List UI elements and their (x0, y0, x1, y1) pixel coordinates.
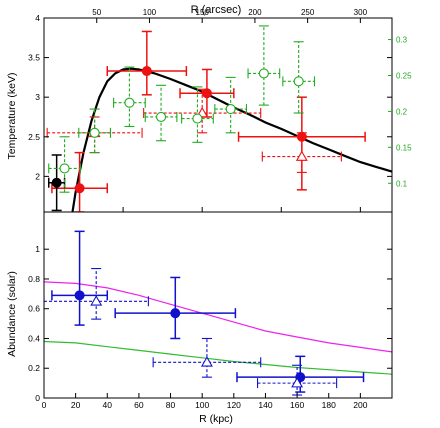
open-circle-marker (89, 127, 100, 138)
black-data-point (47, 154, 66, 212)
abundance-ytick-label: 0.4 (28, 333, 40, 343)
green-dashed-data-point (181, 86, 214, 143)
open-circle-marker (258, 68, 269, 79)
abundance-xtick-label: 40 (103, 400, 113, 410)
abundance-axis-title: Abundance (solar) (6, 271, 18, 357)
abundance-ytick-label: 0 (35, 393, 40, 403)
red-dashed-data-point (143, 88, 262, 134)
temperature-frame (43, 17, 393, 213)
open-circle-marker (124, 97, 135, 108)
blue-dashed-data-point (256, 364, 338, 396)
temperature-ytick-label: 2.5 (28, 132, 40, 142)
green-dashed-data-point (48, 136, 81, 193)
filled-circle-marker (141, 66, 152, 77)
red-solid-data-point (237, 96, 366, 191)
abundance-xtick-label: 180 (322, 400, 336, 410)
bottom-axis-title: R (kpc) (199, 413, 233, 425)
top-axis-title: R (arcsec) (191, 4, 242, 16)
abundance-xtick-label: 160 (290, 400, 304, 410)
open-triangle-marker (295, 150, 308, 161)
red-dashed-data-point (261, 132, 342, 173)
abundance-model-curve (44, 340, 392, 375)
abundance-plot-area (44, 230, 392, 396)
abundance-xtick-label: 200 (353, 400, 367, 410)
abundance-xtick-label: 120 (227, 400, 241, 410)
top-axis-tick-label: 200 (248, 8, 262, 17)
abundance-xtick-label: 0 (42, 400, 47, 410)
blue-solid-data-point (236, 355, 365, 393)
abundance-ytick-label: 0.8 (28, 274, 40, 284)
filled-circle-marker (51, 177, 62, 188)
abundance-ytick-label: 0.6 (28, 304, 40, 314)
abundance-xtick-label: 60 (134, 400, 144, 410)
top-axis-tick-label: 100 (143, 8, 157, 17)
open-circle-marker (293, 76, 304, 87)
open-circle-marker (192, 113, 203, 124)
filled-circle-marker (201, 88, 212, 99)
filled-circle-marker (74, 290, 85, 301)
abundance-xtick-label: 100 (195, 400, 209, 410)
red-solid-data-point (106, 30, 188, 96)
blue-dashed-data-point (44, 267, 149, 320)
top-axis-tick-label: 250 (301, 8, 315, 17)
red-solid-data-point (51, 151, 109, 212)
filled-circle-marker (170, 308, 181, 319)
open-circle-marker (225, 104, 236, 115)
abundance-ytick-label: 0.2 (28, 363, 40, 373)
model-curve (71, 67, 392, 212)
top-axis-tick-label: 50 (92, 8, 101, 17)
abundance-model-curve (44, 281, 392, 353)
blue-solid-data-point (51, 230, 109, 326)
right-axis-tick-label: 0.15 (396, 143, 412, 152)
right-axis-tick-label: 0.3 (396, 36, 408, 45)
right-axis-tick-label: 0.25 (396, 71, 412, 80)
open-circle-marker (156, 111, 167, 123)
abundance-ytick-label: 1 (35, 244, 40, 254)
right-axis-tick-label: 0.2 (396, 107, 408, 116)
abundance-xtick-label: 20 (71, 400, 81, 410)
temperature-plot-area (46, 25, 392, 212)
open-triangle-marker (90, 295, 103, 306)
blue-solid-data-point (114, 276, 237, 340)
temperature-ytick-label: 3.5 (28, 53, 40, 63)
temperature-ytick-label: 4 (35, 13, 40, 23)
blue-dashed-data-point (152, 337, 262, 378)
top-axis-tick-label: 300 (354, 8, 368, 17)
green-dashed-data-point (144, 84, 178, 142)
top-axis-tick-label: 150 (196, 8, 210, 17)
green-dashed-data-point (214, 76, 248, 134)
abundance-frame (43, 211, 393, 399)
temperature-ytick-label: 3 (35, 92, 40, 102)
green-dashed-data-point (78, 108, 111, 154)
abundance-xtick-label: 80 (166, 400, 176, 410)
temperature-ytick-label: 2 (35, 171, 40, 181)
filled-circle-marker (74, 183, 85, 194)
green-dashed-data-point (113, 66, 146, 128)
temperature-axis-title: Temperature (keV) (6, 73, 18, 160)
abundance-xtick-label: 140 (258, 400, 272, 410)
green-dashed-data-point (282, 41, 316, 114)
open-triangle-marker (291, 377, 304, 388)
open-triangle-marker (200, 356, 213, 367)
right-axis-tick-label: 0.1 (396, 179, 408, 188)
open-circle-marker (59, 163, 70, 174)
green-dashed-data-point (247, 25, 281, 106)
